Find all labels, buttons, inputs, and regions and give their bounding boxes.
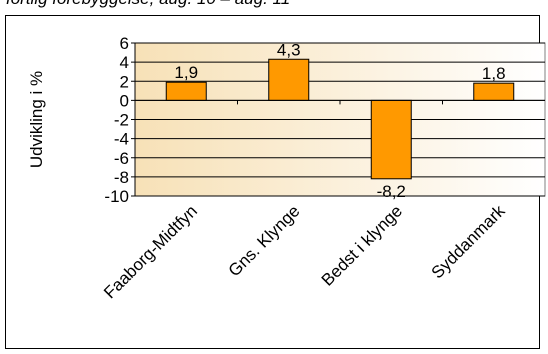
chart-title: fortlig forebyggelse, aug. 10 – aug. 11 — [6, 0, 290, 9]
data-label: -8,2 — [377, 182, 406, 201]
data-labels: 1,9 4,3 -8,2 1,8 — [174, 40, 505, 201]
y-tick-label: -4 — [114, 130, 129, 149]
bar-gns-klynge — [268, 58, 310, 101]
bar-syddanmark — [473, 82, 515, 101]
data-label: 1,9 — [174, 63, 198, 82]
y-tick-label: 2 — [120, 72, 129, 91]
y-tick-label: 0 — [120, 91, 129, 110]
data-label: 1,8 — [482, 64, 506, 83]
y-tick-label: -6 — [114, 149, 129, 168]
y-tick-label: -2 — [114, 111, 129, 130]
y-tick-label: 4 — [120, 53, 129, 72]
category-label: Syddanmark — [428, 201, 509, 282]
y-tick-label: 6 — [120, 34, 129, 53]
y-tick-label: -10 — [104, 187, 129, 206]
category-label: Gns. Klynge — [225, 201, 304, 280]
category-label: Bedst i klynge — [318, 201, 406, 289]
bar-bedst-i-klynge — [370, 99, 412, 180]
x-axis-tick-marks — [237, 100, 443, 105]
y-axis-label: Udvikling i % — [27, 71, 46, 168]
bars — [165, 58, 515, 180]
bar-faaborg-midtfyn — [165, 81, 207, 101]
category-labels: Faaborg-Midtfyn Gns. Klynge Bedst i klynge… — [100, 201, 509, 302]
category-label: Faaborg-Midtfyn — [100, 201, 201, 302]
y-tick-label: -8 — [114, 168, 129, 187]
data-label: 4,3 — [277, 40, 301, 59]
